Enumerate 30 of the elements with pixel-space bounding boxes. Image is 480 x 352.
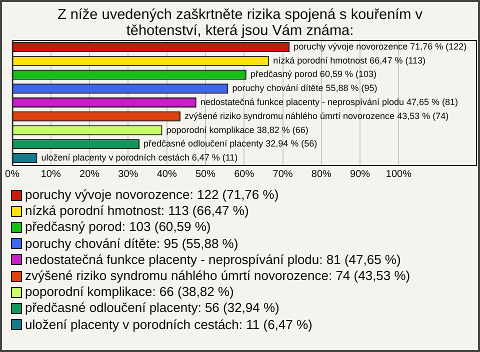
legend-label: poruchy chování dítěte: 95 (55,88 %) — [25, 236, 238, 252]
legend-label: zvýšené riziko syndromu náhlého úmrtí novorozence: 74 (43,53 %) — [25, 268, 410, 284]
data-label: uložení placenty v porodních cestách 6,47 % (11) — [41, 152, 238, 163]
data-label: předčasné odloučení placenty 32,94 % (56) — [144, 138, 318, 149]
legend-label: nedostatečná funkce placenty - neprospívání plodu: 81 (47,65 %) — [25, 252, 401, 268]
legend-label: uložení placenty v porodních cestách: 11 (6,47 %) — [25, 316, 312, 333]
x-tick-label: 100% — [386, 168, 412, 180]
data-label: nízká porodní hmotnost 66,47 % (113) — [273, 55, 426, 66]
legend-label: předčasný porod: 103 (60,59 %) — [25, 219, 211, 236]
data-label: poruchy chování dítěte 55,88 % (95) — [232, 83, 378, 94]
data-label: poruchy vývoje novorozence 71,76 % (122) — [294, 41, 467, 52]
legend-label: poporodní komplikace: 66 (38,82 %) — [25, 284, 234, 300]
legend-label: nízká porodní hmotnost: 113 (66,47 %) — [25, 203, 249, 220]
x-tick-label: 0% — [5, 168, 20, 180]
data-label: předčasný porod 60,59 % (103) — [250, 69, 376, 80]
x-tick-label: 30% — [118, 168, 138, 180]
data-label: nedostatečná funkce placenty - neprospívání plodu 47,65 % (81) — [200, 96, 458, 107]
x-tick-label: 10% — [40, 168, 61, 180]
x-tick-label: 80% — [311, 168, 332, 180]
x-tick-label: 70% — [272, 168, 293, 180]
legend-label: předčasné odloučení placenty: 56 (32,94 %) — [25, 300, 280, 317]
data-label: zvýšené riziko syndromu náhlého úmrtí novorozence 43,53 % (74) — [184, 110, 449, 121]
x-tick-label: 40% — [156, 168, 177, 180]
x-tick-label: 60% — [234, 168, 254, 180]
x-tick-label: 50% — [195, 168, 216, 180]
legend-label: poruchy vývoje novorozence: 122 (71,76 %) — [25, 187, 279, 204]
x-tick-label: 90% — [350, 168, 370, 180]
data-label: poporodní komplikace 38,82 % (66) — [166, 124, 308, 135]
x-tick-label: 20% — [80, 168, 100, 180]
chart-title: Z níže uvedených zaškrtněte rizika spojená s kouřením v těhotenství, která jsou Vám známa: — [56, 6, 424, 39]
